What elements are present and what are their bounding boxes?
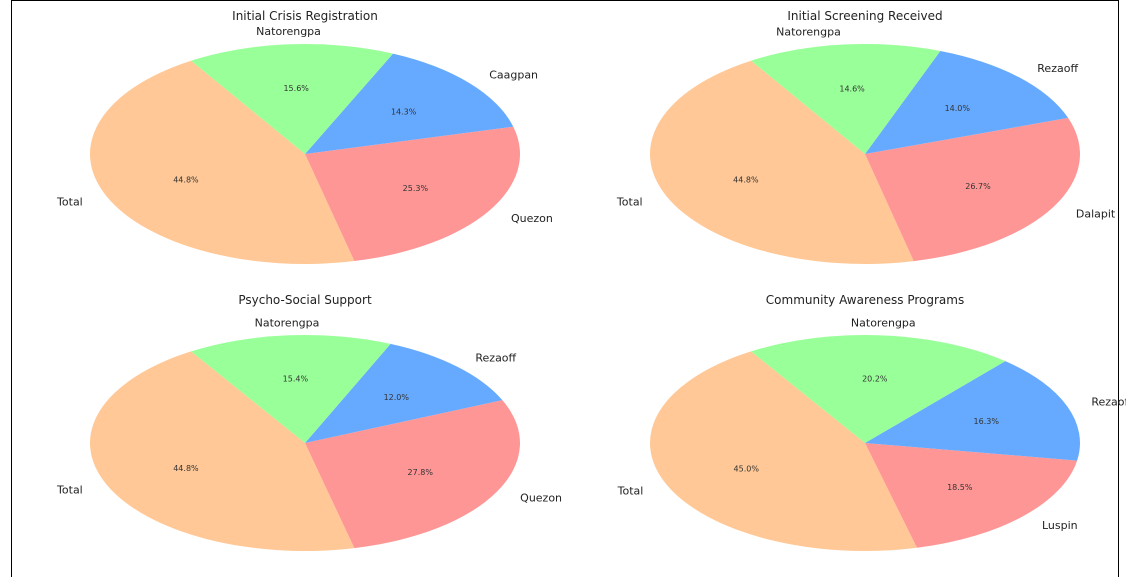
pie-category-label: Dalapit	[1076, 207, 1116, 220]
pie-slice-total	[89, 351, 355, 551]
pie-category-label: Caagpan	[489, 69, 538, 82]
chart-title: Initial Screening Received	[787, 9, 942, 23]
pie-percent-label: 26.7%	[965, 182, 991, 191]
pie-slice-luspin	[865, 443, 1078, 548]
chart-title: Community Awareness Programs	[766, 293, 964, 307]
pie-percent-label: 18.5%	[947, 483, 973, 492]
pie-slice-rezaoff	[305, 343, 503, 443]
pie-chart-1: Initial Crisis Registration 44.8% Total 25.…	[56, 9, 553, 265]
frame-left-border	[11, 0, 12, 577]
pie-category-label: Total	[56, 195, 83, 208]
pie-category-label: Quezon	[511, 212, 553, 225]
pie-slice-rezaoff	[865, 50, 1069, 154]
pie-chart-2: Initial Screening Received 44.8% Total 26.7…	[616, 9, 1116, 264]
chart-title: Psycho-Social Support	[238, 293, 372, 307]
pie-percent-label: 25.3%	[403, 184, 429, 193]
pie-slice-dalapit	[865, 117, 1080, 262]
pie-slice-caagpan	[305, 53, 514, 154]
pie-slice-natorengpa	[751, 335, 1006, 443]
pie-percent-label: 44.8%	[173, 464, 199, 473]
pie-slice-quezon	[305, 400, 520, 549]
pie-percent-label: 45.0%	[734, 464, 760, 473]
pie-slice-total	[650, 60, 914, 264]
pie-percent-label: 27.8%	[408, 468, 434, 477]
pie-percent-label: 15.6%	[283, 84, 309, 93]
pie-category-label: Total	[56, 484, 83, 497]
frame-right-border	[1118, 0, 1119, 577]
pie-chart-4: Community Awareness Programs 45.0% Total 18…	[617, 293, 1126, 551]
pie-percent-label: 16.3%	[974, 417, 1000, 426]
pie-category-label: Quezon	[520, 491, 562, 504]
pie-slice-natorengpa	[191, 44, 393, 154]
pie-category-label: Rezaoff	[1037, 62, 1078, 75]
pie-slice-natorengpa	[751, 44, 941, 154]
pie-slice-total	[650, 351, 918, 551]
frame-top-border	[11, 0, 1119, 1]
pie-chart-3: Psycho-Social Support 44.8% Total 27.8% Quez…	[56, 293, 562, 551]
pie-category-label: Rezaoff	[1091, 396, 1126, 409]
chart-title: Initial Crisis Registration	[232, 9, 378, 23]
pie-percent-label: 14.6%	[839, 84, 865, 93]
pie-slice-total	[89, 60, 355, 265]
pie-percent-label: 44.8%	[173, 175, 199, 184]
pie-percent-label: 14.0%	[945, 104, 971, 113]
pie-percent-label: 15.4%	[283, 374, 309, 383]
pie-category-label: Total	[617, 484, 644, 497]
pie-percent-label: 14.3%	[391, 107, 417, 116]
pie-percent-label: 20.2%	[862, 374, 888, 383]
pie-category-label: Total	[616, 195, 643, 208]
pie-category-label: Natorengpa	[256, 25, 321, 38]
pie-slice-rezaoff	[865, 361, 1080, 461]
pie-category-label: Natorengpa	[255, 316, 320, 329]
pie-slice-natorengpa	[191, 334, 391, 443]
pie-percent-label: 44.8%	[733, 175, 759, 184]
pie-percent-label: 12.0%	[384, 393, 410, 402]
pie-category-label: Luspin	[1042, 519, 1078, 532]
pie-slice-quezon	[305, 126, 520, 262]
pie-category-label: Rezaoff	[475, 352, 516, 365]
pie-category-label: Natorengpa	[776, 25, 841, 38]
pie-category-label: Natorengpa	[851, 316, 916, 329]
